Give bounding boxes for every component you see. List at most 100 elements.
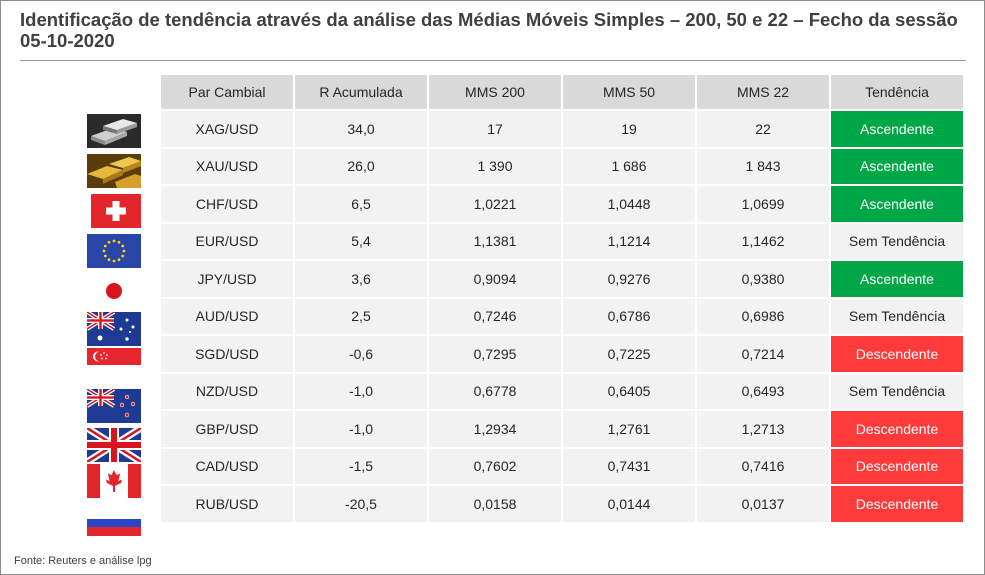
cell-mms-50: 0,7431 — [563, 448, 695, 484]
table-row: EUR/USD 5,4 1,1381 1,1214 1,1462 Sem Tendênci… — [161, 223, 963, 259]
trend-table: Par Cambial R Acumulada MMS 200 MMS 50 M… — [159, 73, 965, 524]
cell-par-cambial: EUR/USD — [161, 223, 293, 259]
table-row: RUB/USD -20,5 0,0158 0,0144 0,0137 Descendent… — [161, 486, 963, 522]
cell-mms-200: 1 390 — [429, 148, 561, 184]
cell-tendencia: Descendente — [831, 448, 963, 484]
cell-mms-50: 1,0448 — [563, 186, 695, 222]
cell-r-acumulada: 5,4 — [295, 223, 427, 259]
japan-flag-icon — [87, 274, 141, 308]
cell-mms-200: 1,1381 — [429, 223, 561, 259]
cell-tendencia: Ascendente — [831, 261, 963, 297]
cell-mms-22: 0,9380 — [697, 261, 829, 297]
singapore-flag-icon — [87, 348, 141, 382]
cell-r-acumulada: 26,0 — [295, 148, 427, 184]
canada-flag-icon — [87, 464, 141, 498]
australia-flag-icon — [87, 312, 141, 346]
header-tendencia: Tendência — [831, 75, 963, 109]
header-par-cambial: Par Cambial — [161, 75, 293, 109]
cell-r-acumulada: -20,5 — [295, 486, 427, 522]
table-row: CHF/USD 6,5 1,0221 1,0448 1,0699 Ascendente — [161, 186, 963, 222]
table-row: JPY/USD 3,6 0,9094 0,9276 0,9380 Ascendente — [161, 261, 963, 297]
cell-mms-50: 1,2761 — [563, 411, 695, 447]
report-title: Identificação de tendência através da an… — [20, 9, 958, 51]
cell-mms-50: 0,7225 — [563, 336, 695, 372]
table-row: AUD/USD 2,5 0,7246 0,6786 0,6986 Sem Tendênci… — [161, 298, 963, 334]
cell-mms-22: 0,7416 — [697, 448, 829, 484]
source-note: Fonte: Reuters e análise lpg — [14, 555, 152, 567]
new-zealand-flag-icon — [87, 389, 141, 423]
header-mms-200: MMS 200 — [429, 75, 561, 109]
cell-r-acumulada: -0,6 — [295, 336, 427, 372]
cell-tendencia: Descendente — [831, 336, 963, 372]
cell-par-cambial: CHF/USD — [161, 186, 293, 222]
eu-flag-icon — [87, 234, 141, 268]
cell-mms-50: 0,6405 — [563, 373, 695, 409]
cell-par-cambial: NZD/USD — [161, 373, 293, 409]
silver-bars-icon — [87, 114, 141, 148]
cell-r-acumulada: 34,0 — [295, 111, 427, 147]
cell-tendencia: Descendente — [831, 486, 963, 522]
russia-flag-icon — [87, 510, 141, 536]
cell-par-cambial: JPY/USD — [161, 261, 293, 297]
table-header-row: Par Cambial R Acumulada MMS 200 MMS 50 M… — [161, 75, 963, 109]
cell-mms-200: 0,0158 — [429, 486, 561, 522]
cell-mms-200: 0,9094 — [429, 261, 561, 297]
cell-mms-50: 1,1214 — [563, 223, 695, 259]
cell-r-acumulada: -1,0 — [295, 373, 427, 409]
header-mms-50: MMS 50 — [563, 75, 695, 109]
cell-mms-22: 1,2713 — [697, 411, 829, 447]
cell-tendencia: Sem Tendência — [831, 373, 963, 409]
cell-r-acumulada: 6,5 — [295, 186, 427, 222]
cell-mms-22: 0,6986 — [697, 298, 829, 334]
cell-mms-22: 0,6493 — [697, 373, 829, 409]
cell-tendencia: Sem Tendência — [831, 223, 963, 259]
table-row: CAD/USD -1,5 0,7602 0,7431 0,7416 Descendente — [161, 448, 963, 484]
cell-mms-22: 1,1462 — [697, 223, 829, 259]
cell-mms-200: 1,2934 — [429, 411, 561, 447]
cell-mms-50: 0,9276 — [563, 261, 695, 297]
cell-tendencia: Sem Tendência — [831, 298, 963, 334]
cell-par-cambial: XAG/USD — [161, 111, 293, 147]
table-row: XAG/USD 34,0 17 19 22 Ascendente — [161, 111, 963, 147]
table-row: GBP/USD -1,0 1,2934 1,2761 1,2713 Descendente — [161, 411, 963, 447]
table-row: NZD/USD -1,0 0,6778 0,6405 0,6493 Sem Tendênc… — [161, 373, 963, 409]
title-divider — [20, 60, 966, 61]
cell-mms-200: 0,7246 — [429, 298, 561, 334]
cell-r-acumulada: -1,0 — [295, 411, 427, 447]
cell-tendencia: Ascendente — [831, 148, 963, 184]
table-row: SGD/USD -0,6 0,7295 0,7225 0,7214 Descendente — [161, 336, 963, 372]
cell-par-cambial: RUB/USD — [161, 486, 293, 522]
cell-mms-50: 0,0144 — [563, 486, 695, 522]
cell-mms-22: 0,7214 — [697, 336, 829, 372]
cell-mms-22: 1 843 — [697, 148, 829, 184]
uk-flag-icon — [87, 428, 141, 462]
cell-mms-200: 1,0221 — [429, 186, 561, 222]
cell-tendencia: Ascendente — [831, 111, 963, 147]
swiss-flag-icon — [91, 194, 141, 228]
header-r-acumulada: R Acumulada — [295, 75, 427, 109]
gold-bars-icon — [87, 154, 141, 188]
cell-tendencia: Ascendente — [831, 186, 963, 222]
table-row: XAU/USD 26,0 1 390 1 686 1 843 Ascendente — [161, 148, 963, 184]
cell-tendencia: Descendente — [831, 411, 963, 447]
cell-par-cambial: XAU/USD — [161, 148, 293, 184]
cell-par-cambial: SGD/USD — [161, 336, 293, 372]
cell-mms-200: 17 — [429, 111, 561, 147]
cell-r-acumulada: -1,5 — [295, 448, 427, 484]
cell-mms-50: 0,6786 — [563, 298, 695, 334]
cell-mms-200: 0,6778 — [429, 373, 561, 409]
cell-mms-50: 19 — [563, 111, 695, 147]
cell-mms-22: 0,0137 — [697, 486, 829, 522]
header-mms-22: MMS 22 — [697, 75, 829, 109]
cell-mms-200: 0,7602 — [429, 448, 561, 484]
cell-r-acumulada: 2,5 — [295, 298, 427, 334]
cell-r-acumulada: 3,6 — [295, 261, 427, 297]
cell-mms-22: 1,0699 — [697, 186, 829, 222]
cell-mms-50: 1 686 — [563, 148, 695, 184]
cell-mms-200: 0,7295 — [429, 336, 561, 372]
cell-par-cambial: CAD/USD — [161, 448, 293, 484]
cell-par-cambial: AUD/USD — [161, 298, 293, 334]
cell-mms-22: 22 — [697, 111, 829, 147]
cell-par-cambial: GBP/USD — [161, 411, 293, 447]
